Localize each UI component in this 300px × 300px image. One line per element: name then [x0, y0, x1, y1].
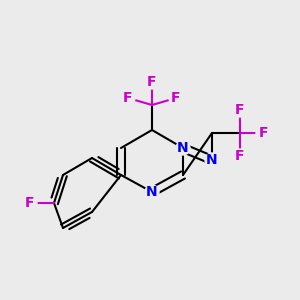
Text: F: F: [25, 196, 35, 210]
Text: N: N: [177, 141, 189, 155]
Text: N: N: [206, 153, 218, 167]
Circle shape: [205, 153, 219, 167]
Text: F: F: [147, 75, 157, 89]
Circle shape: [233, 149, 247, 163]
Text: F: F: [235, 149, 245, 163]
Text: N: N: [146, 185, 158, 199]
Circle shape: [233, 103, 247, 117]
Text: F: F: [123, 91, 133, 105]
Circle shape: [176, 141, 190, 155]
Circle shape: [145, 75, 159, 89]
Circle shape: [145, 185, 159, 199]
Text: F: F: [235, 103, 245, 117]
Text: F: F: [171, 91, 181, 105]
Circle shape: [169, 91, 183, 105]
Circle shape: [256, 126, 270, 140]
Circle shape: [121, 91, 135, 105]
Text: F: F: [258, 126, 268, 140]
Circle shape: [23, 196, 37, 210]
